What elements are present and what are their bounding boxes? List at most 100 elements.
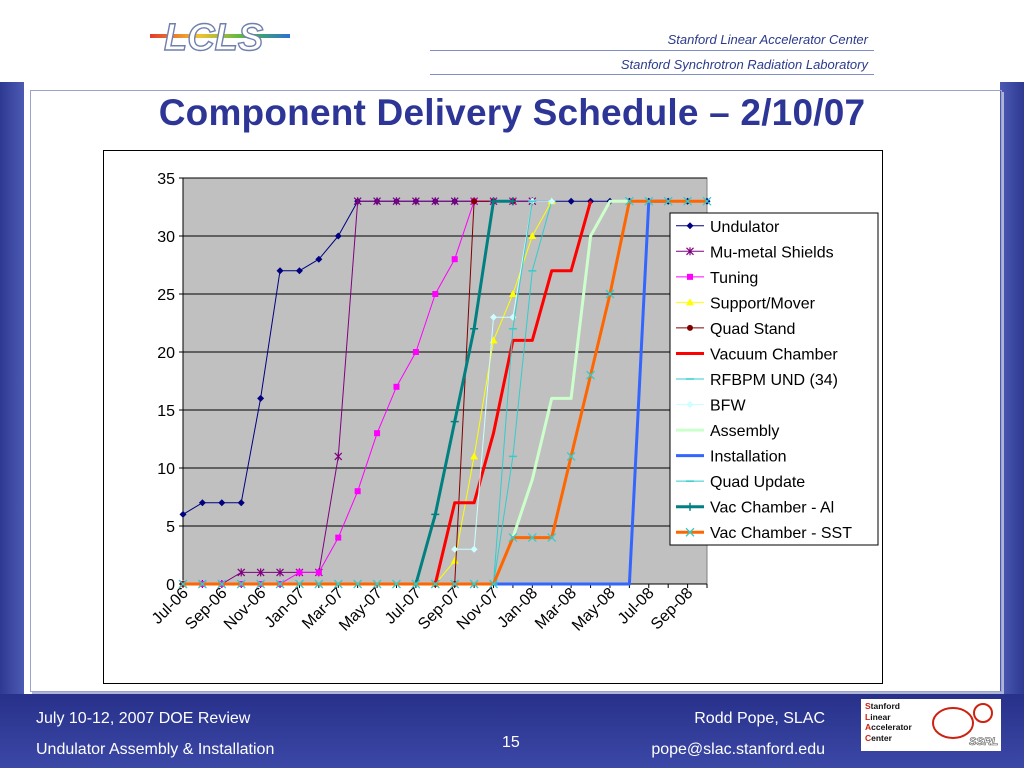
data-point-vac-chamber-sst [508, 533, 518, 543]
x-tick-label: May-08 [569, 585, 619, 635]
data-point-vac-chamber-sst [702, 196, 712, 206]
legend-label-assembly: Assembly [710, 423, 779, 440]
legend-marker-vac-chamber-al [686, 502, 694, 511]
y-tick-label: 10 [157, 461, 175, 478]
x-tick-label: Sep-08 [648, 585, 697, 634]
legend-marker-bfw [686, 401, 694, 409]
data-point-tuning [451, 256, 458, 263]
chart-container: 0 5 10 15 20 25 30 35 Jul-06 Sep-06 Nov-06 Jan-07 Ma… [103, 150, 883, 684]
y-tick-label: 20 [157, 345, 175, 362]
data-point-vac-chamber-sst [469, 579, 479, 589]
header-rule [430, 50, 874, 51]
data-point-vac-chamber-al [470, 324, 479, 333]
x-tick-label: Jan-08 [495, 585, 542, 632]
data-point-bfw [470, 545, 478, 553]
slide-title: Component Delivery Schedule – 2/10/07 [158, 92, 866, 133]
data-point-mu-metal-shields [450, 197, 459, 206]
slac-logo-line: Center [865, 732, 892, 743]
series-line-vac-chamber-sst [183, 199, 707, 586]
series-line-assembly [511, 199, 630, 539]
data-point-vac-chamber-sst [197, 579, 207, 589]
data-point-mu-metal-shields [353, 197, 362, 206]
slac-ssrl-logo: Stanford Linear Accelerator Center SSRL [861, 699, 1001, 751]
data-point-vac-chamber-sst [353, 579, 363, 589]
x-tick-label: Sep-07 [415, 585, 464, 634]
slac-logo-rest: enter [871, 732, 892, 743]
data-point-vac-chamber-al [450, 417, 459, 426]
data-point-vac-chamber-sst [586, 370, 596, 380]
data-point-vac-chamber-sst [372, 579, 382, 589]
data-point-tuning [354, 488, 361, 495]
data-point-support-mover [508, 290, 517, 297]
legend-label-mu-metal-shields: Mu-metal Shields [710, 244, 834, 261]
series-line-vacuum-chamber [433, 200, 593, 585]
data-point-tuning [374, 430, 381, 437]
ssrl-ring-icon: SSRL [932, 703, 999, 748]
y-tick-label: 0 [166, 577, 175, 594]
plot-area [182, 177, 708, 585]
data-point-mu-metal-shields [373, 197, 381, 206]
data-point-vac-chamber-al [431, 510, 440, 519]
legend-marker-mu-metal-shields [686, 247, 694, 256]
data-point-mu-metal-shields [276, 568, 284, 577]
data-point-vac-chamber-sst [644, 196, 654, 206]
legend-marker-undulator [686, 222, 694, 230]
data-point-undulator [198, 499, 206, 507]
data-point-vac-chamber-al [489, 197, 498, 206]
data-point-vac-chamber-sst [217, 579, 227, 589]
data-point-undulator [218, 499, 226, 507]
x-tick-label: Nov-07 [454, 585, 503, 634]
slide-footer: July 10-12, 2007 DOE Review Undulator As… [0, 694, 1024, 768]
org-name-ssrl: Stanford Synchrotron Radiation Laborator… [620, 57, 868, 72]
slac-logo-rest: tanford [870, 701, 900, 711]
data-point-undulator [334, 232, 342, 240]
data-point-vac-chamber-sst [392, 579, 401, 589]
data-point-undulator [295, 267, 303, 275]
data-point-vac-chamber-sst [256, 579, 266, 589]
org-name-slac: Stanford Linear Accelerator Center [667, 32, 868, 47]
slide-header: LCLS Stanford Linear Accelerator Center … [0, 0, 1024, 82]
data-point-mu-metal-shields [237, 568, 246, 577]
legend-label-tuning: Tuning [710, 270, 758, 287]
data-point-mu-metal-shields [411, 197, 420, 206]
data-point-vac-chamber-sst [333, 579, 343, 589]
legend-label-bfw: BFW [710, 398, 746, 415]
x-tick-label: May-07 [336, 585, 386, 635]
data-point-vac-chamber-sst [547, 533, 557, 543]
y-tick-label: 25 [157, 287, 175, 304]
legend-label-quad-stand: Quad Stand [710, 321, 795, 338]
data-point-vac-chamber-sst [294, 579, 304, 589]
legend-label-installation: Installation [710, 449, 787, 466]
data-point-mu-metal-shields [334, 452, 343, 461]
y-tick-label: 35 [157, 171, 175, 188]
legend-marker-quad-stand [687, 324, 693, 331]
data-point-vac-chamber-sst [566, 451, 576, 461]
data-point-bfw [451, 545, 459, 553]
data-point-support-mover [470, 452, 479, 460]
slac-logo-line: Linear [865, 711, 891, 722]
slac-logo-line: Accelerator [865, 722, 912, 732]
data-point-vac-chamber-sst [178, 579, 188, 589]
svg-text:SSRL: SSRL [969, 736, 999, 748]
x-tick-label: Sep-06 [182, 585, 231, 634]
legend-label-vacuum-chamber: Vacuum Chamber [710, 346, 838, 363]
y-tick-label: 15 [157, 403, 175, 420]
data-point-vac-chamber-sst [450, 579, 460, 589]
legend-label-quad-update: Quad Update [710, 474, 805, 491]
data-point-support-mover [528, 232, 537, 239]
footer-event: July 10-12, 2007 DOE Review [36, 710, 251, 727]
data-point-vac-chamber-sst [527, 533, 537, 543]
data-point-undulator [179, 510, 187, 518]
data-point-tuning [432, 291, 439, 297]
legend-marker-vac-chamber-sst [685, 527, 695, 537]
data-point-undulator [276, 267, 284, 275]
data-point-tuning [315, 569, 322, 576]
y-tick-label: 5 [166, 519, 175, 536]
footer-email[interactable]: pope@slac.stanford.edu [651, 741, 825, 758]
data-point-tuning [412, 349, 419, 355]
svg-text:LCLS: LCLS [164, 17, 263, 59]
slide-left-border [0, 82, 24, 694]
legend-box [669, 212, 879, 546]
data-point-vac-chamber-sst [683, 196, 693, 206]
data-point-mu-metal-shields [431, 197, 440, 206]
